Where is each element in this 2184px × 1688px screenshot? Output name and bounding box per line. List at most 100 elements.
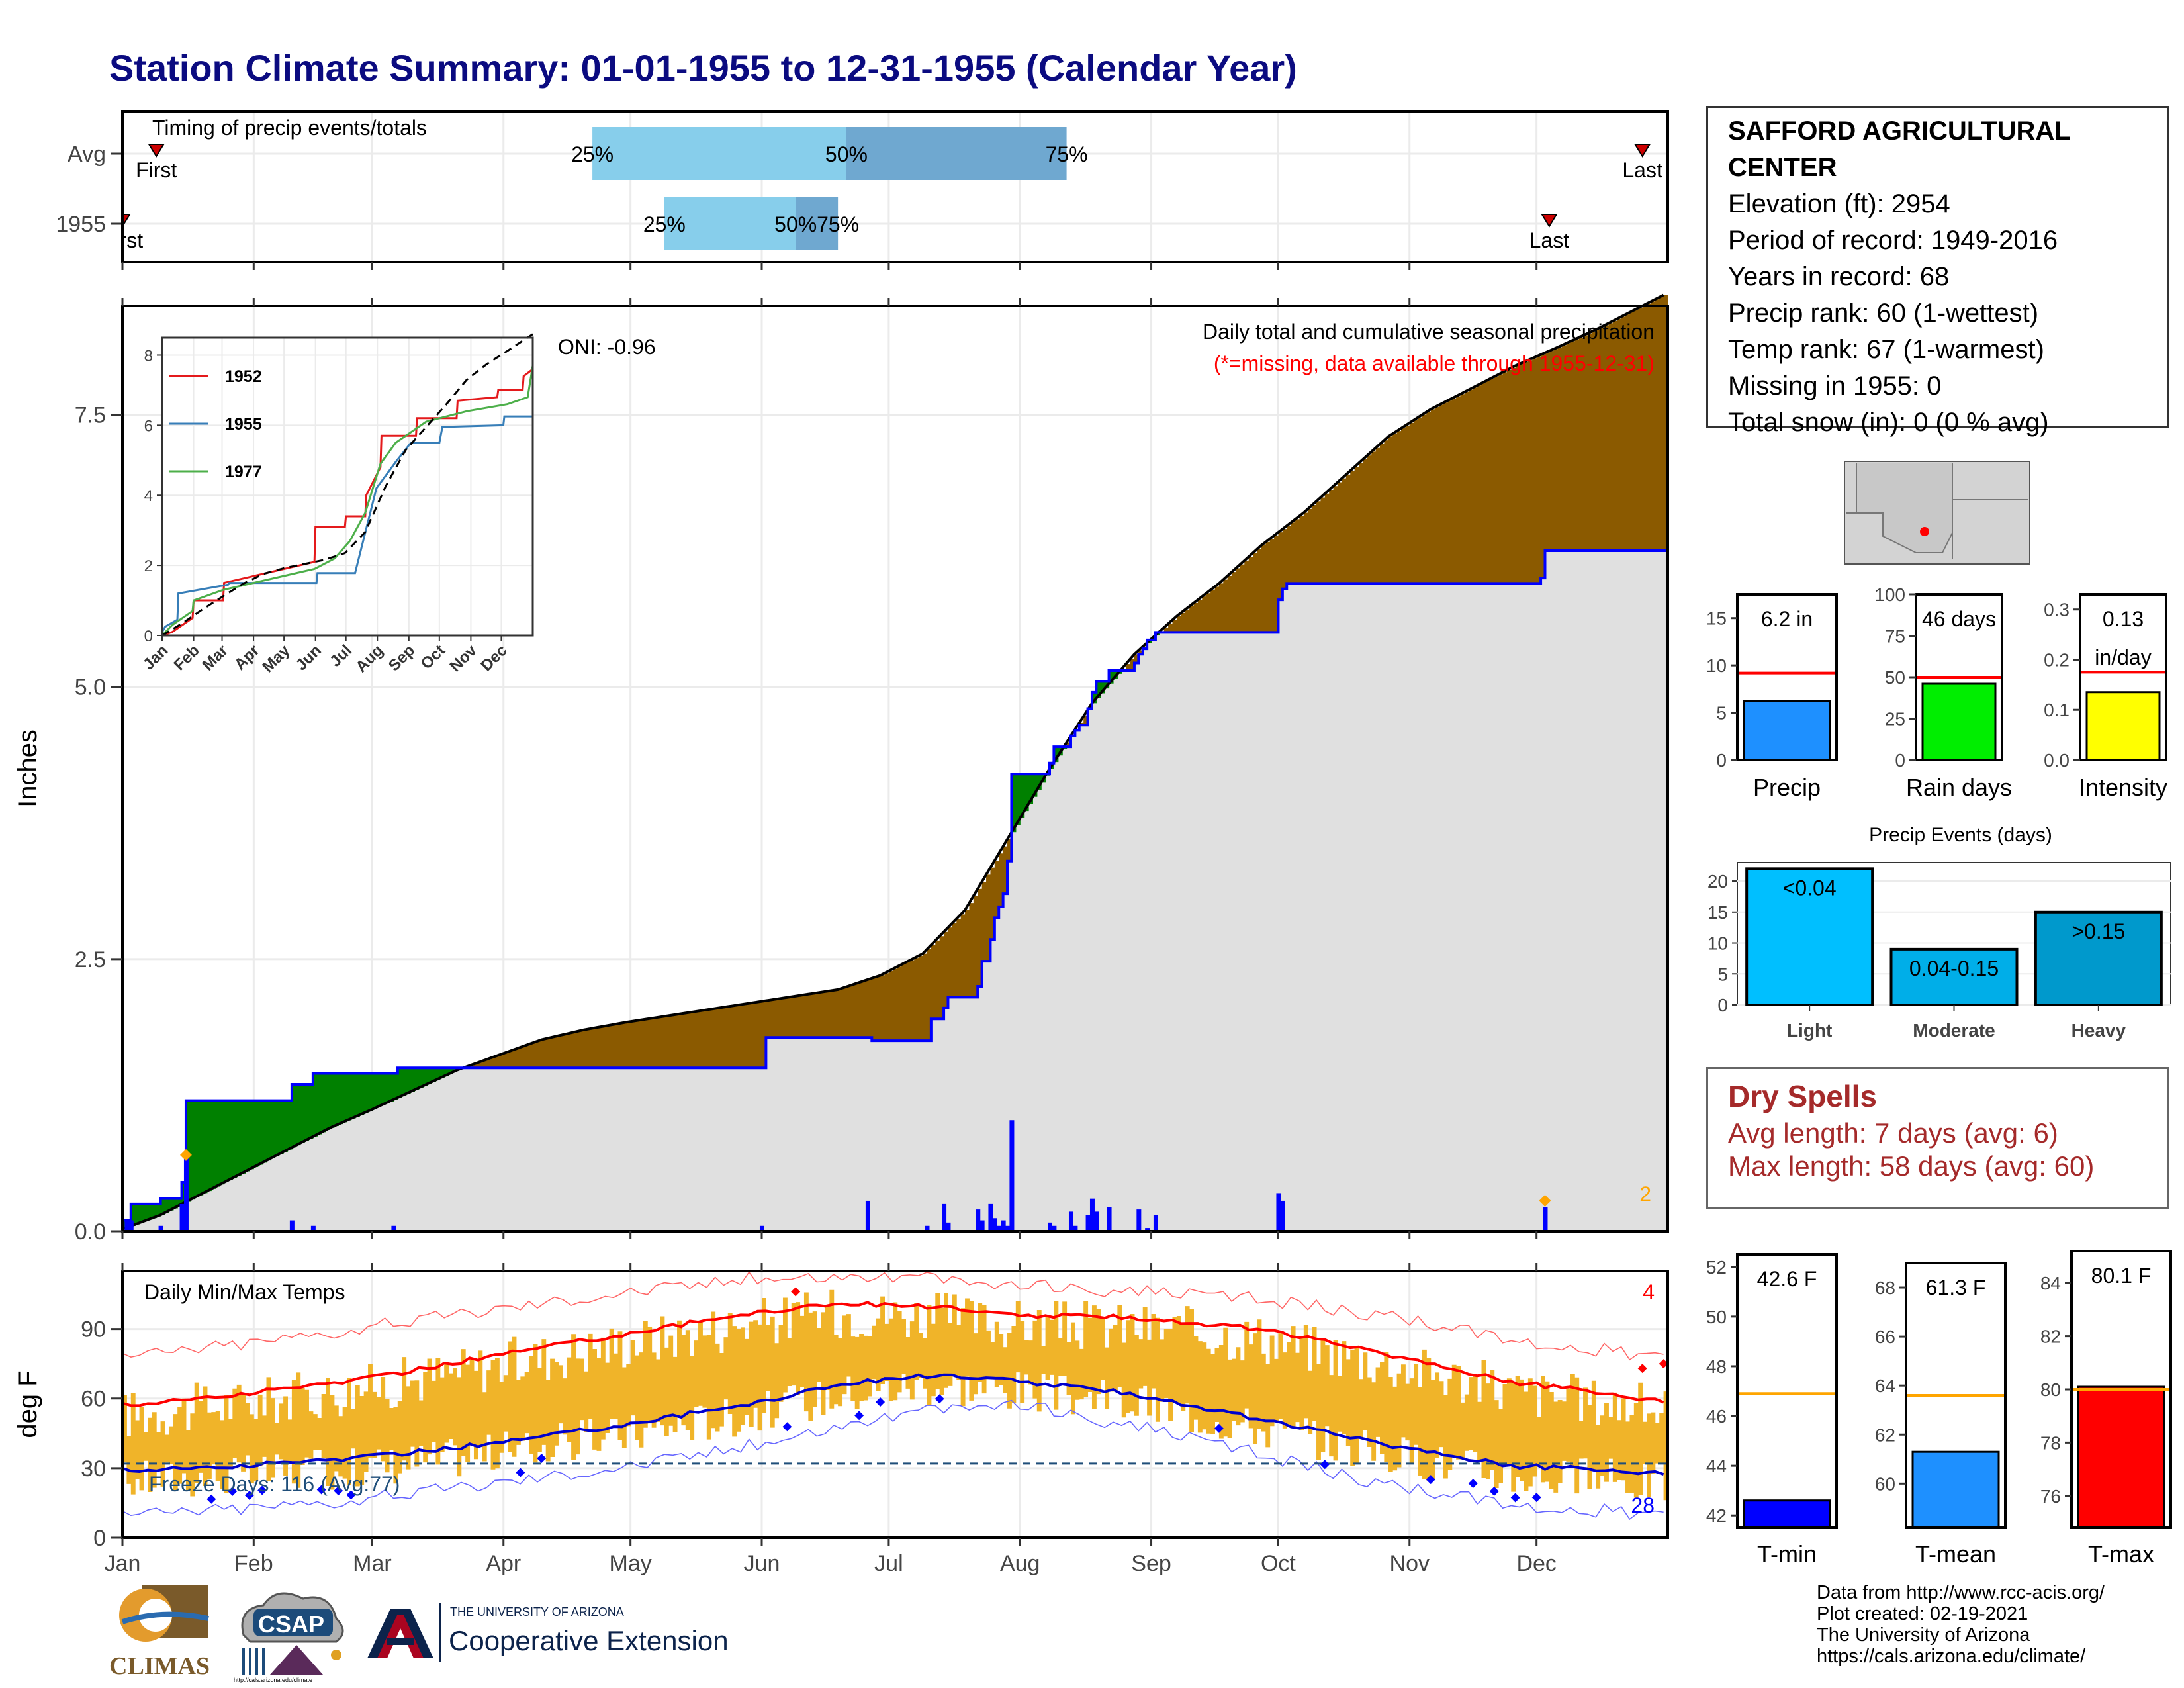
- record-max-line: [122, 1271, 1664, 1361]
- precip-stat-value-bar: [2085, 691, 2161, 761]
- daily-precip-bar: [128, 1220, 134, 1231]
- temperature-chart: 0 30 60 90 deg F Jan Feb Mar Apr May Jun Jul Aug Sep O…: [13, 1263, 1669, 1576]
- timing-label-75: 75%: [817, 212, 859, 236]
- daily-precip-bar: [1005, 1225, 1011, 1231]
- timing-left-mask: [0, 99, 121, 271]
- temp-y-tick-label: 60: [81, 1387, 106, 1412]
- daily-precip-bar: [1073, 1225, 1078, 1231]
- month-tick-label: May: [610, 1551, 652, 1576]
- daily-precip-bar: [988, 1203, 993, 1231]
- timing-bar-25-50: [664, 197, 796, 250]
- state-borders: [1846, 463, 2028, 559]
- month-tick-label: Jun: [744, 1551, 780, 1576]
- daily-precip-bar: [1094, 1211, 1099, 1231]
- daily-precip-bar: [158, 1225, 163, 1231]
- precip-stat-value-label: in/day: [2095, 645, 2151, 669]
- record-low-marker: [537, 1454, 547, 1464]
- precip-stat-y-tick-label: 0.3: [2044, 600, 2070, 620]
- precip-events-category-label: Moderate: [1913, 1020, 1995, 1041]
- below-average-deficit-area: [465, 295, 1668, 1068]
- temp-stat-y-tick-label: 82: [2040, 1327, 2061, 1347]
- temp-stat-y-tick-label: 66: [1875, 1327, 1895, 1347]
- precip-y-tick-label: 7.5: [75, 402, 106, 428]
- precip-y-axis-label: Inches: [13, 729, 42, 808]
- station-name: SAFFORD AGRICULTURAL CENTER: [1728, 117, 2070, 182]
- precip-stat-category-label: Rain days: [1906, 774, 2012, 801]
- record-low-marker: [876, 1397, 886, 1407]
- temp-stat-category-label: T-max: [2088, 1540, 2154, 1568]
- timing-row-label: 1955: [56, 212, 106, 237]
- last-event-label: Last: [1529, 228, 1570, 252]
- record-low-marker: [334, 1486, 343, 1496]
- precip-events-y-tick-label: 5: [1717, 964, 1728, 984]
- precip-stat-value-bar: [1921, 682, 1997, 761]
- daily-precip-bar: [289, 1220, 295, 1231]
- temp-stat-y-tick-label: 84: [2040, 1273, 2061, 1293]
- average-min-line: [122, 1373, 1664, 1476]
- timing-bar-50-75: [846, 127, 1067, 180]
- daily-precip-bar: [979, 1220, 985, 1231]
- precip-stat-y-tick-label: 0: [1716, 750, 1727, 771]
- footer-url: https://cals.arizona.edu/climate/: [1817, 1646, 2086, 1667]
- record-low-marker: [854, 1411, 864, 1421]
- daily-precip-bar: [179, 1203, 185, 1231]
- daily-precip-bar: [310, 1225, 316, 1231]
- precip-events-bar-label: >0.15: [2071, 919, 2125, 943]
- temp-stat-value-label: 61.3 F: [1926, 1276, 1986, 1299]
- precip-stat-y-tick-label: 50: [1885, 667, 1905, 688]
- timing-panel: 25%50%75%FirstLastAvg25%50%75%FirstLast1…: [0, 99, 1669, 271]
- precip-stat-y-tick-label: 0.2: [2044, 649, 2070, 670]
- daily-precip-bar: [1153, 1215, 1158, 1231]
- first-event-label: First: [136, 158, 177, 182]
- ua-university-name: THE UNIVERSITY OF ARIZONA: [450, 1605, 624, 1618]
- timing-label-25: 25%: [643, 212, 686, 236]
- daily-precip-bar: [1089, 1198, 1095, 1231]
- daily-temp-range-bars: [122, 1289, 1668, 1501]
- temp-stats-chart: 42 44 46 48 50 52 42.6 F T-min 60 62 64 66 68 61.3 F T…: [1706, 1250, 2172, 1568]
- station-period: Period of record: 1949-2016: [1728, 226, 2058, 255]
- above-average-surplus-area: [122, 632, 1160, 1229]
- record-low-marker: [1489, 1486, 1499, 1496]
- highlight-diamond-marker: [1539, 1194, 1551, 1207]
- daily-precip-bar: [1280, 1200, 1285, 1231]
- month-tick-label: Oct: [1261, 1551, 1296, 1576]
- record-low-marker: [244, 1490, 254, 1500]
- inset-series-line-1952: [161, 368, 533, 637]
- timing-label-25: 25%: [571, 142, 614, 166]
- record-low-marker: [516, 1468, 525, 1477]
- precip-stat-value-label: 0.13: [2103, 607, 2144, 631]
- record-low-marker: [316, 1485, 326, 1495]
- month-tick-label: Aug: [1000, 1551, 1040, 1576]
- temp-y-axis-label: deg F: [13, 1370, 42, 1438]
- timing-label-50: 50%: [774, 212, 817, 236]
- station-temp-rank: Temp rank: 67 (1-warmest): [1728, 335, 2044, 364]
- record-low-marker: [346, 1490, 356, 1500]
- record-low-marker: [1426, 1475, 1435, 1485]
- precip-stats-chart: 0 5 10 15 6.2 in Precip 0 25 50 75 100 46 days Rain …: [1706, 585, 2167, 801]
- precip-events-bar-label: 0.04-0.15: [1909, 957, 1999, 980]
- record-low-marker: [228, 1486, 238, 1496]
- temp-stat-value-bar: [2077, 1385, 2165, 1529]
- precip-events-bar-light: [1745, 867, 1874, 1006]
- temp-stat-y-tick-label: 64: [1875, 1376, 1895, 1396]
- record-low-marker: [782, 1422, 792, 1432]
- temp-stat-y-tick-label: 46: [1706, 1406, 1727, 1427]
- precip-stat-y-tick-label: 5: [1716, 703, 1727, 724]
- last-event-marker: [1633, 144, 1651, 158]
- daily-precip-bar: [1276, 1193, 1281, 1231]
- daily-precip-bar: [1009, 1120, 1015, 1231]
- ua-block-a-icon: [367, 1609, 433, 1658]
- precip-events-category-label: Heavy: [2071, 1020, 2126, 1041]
- station-location-marker: [1920, 527, 1929, 536]
- inset-frame: [161, 336, 534, 637]
- csap-url: http://cals.arizona.edu/climate: [234, 1677, 313, 1683]
- record-high-marker: [1637, 1364, 1647, 1374]
- month-tick-label: Sep: [1131, 1551, 1171, 1576]
- precip-chart: 0.0 2.5 5.0 7.5 Inches Daily total and cumula…: [13, 293, 1669, 1244]
- record-low-marker: [1320, 1460, 1330, 1470]
- daily-precip-bar: [1068, 1211, 1073, 1231]
- temp-stat-y-tick-label: 76: [2040, 1486, 2061, 1507]
- daily-precip-bar: [946, 1222, 951, 1231]
- station-precip-rank: Precip rank: 60 (1-wettest): [1728, 299, 2039, 328]
- ua-divider: [439, 1603, 441, 1662]
